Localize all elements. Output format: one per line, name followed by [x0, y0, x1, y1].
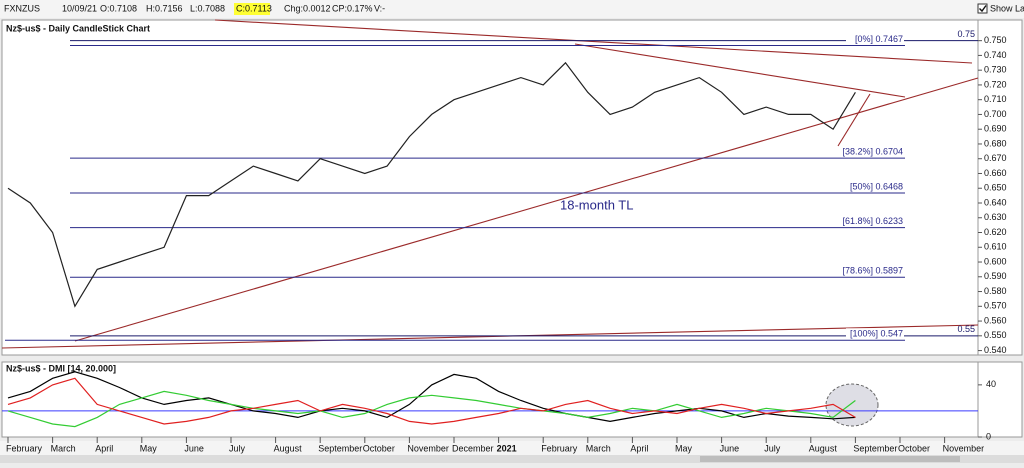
change-percent: CP:0.17% [332, 3, 373, 13]
trendlines [1, 19, 979, 349]
resistance-line [214, 19, 973, 64]
y-tick-label: 0 [986, 431, 991, 441]
price-panel [1, 19, 979, 356]
y-tick-label: 0.670 [984, 153, 1007, 163]
y-tick-label: 0.580 [984, 286, 1007, 296]
fib-label-bg [846, 215, 904, 226]
x-tick-label: May [140, 443, 158, 453]
dmi-axis [977, 361, 1023, 438]
trend-line [74, 77, 979, 342]
x-tick-label: June [184, 443, 204, 453]
symbol: FXNZUS [4, 3, 40, 13]
close-highlight [234, 3, 270, 15]
fib-label: [61.8%] 0.6233 [842, 216, 903, 226]
dmi-line [7, 390, 856, 428]
x-tick-label: July [764, 443, 781, 453]
y-tick-label: 0.600 [984, 256, 1007, 266]
open: O:0.7108 [100, 3, 137, 13]
x-tick-label: November [943, 443, 985, 453]
x-tick-label: April [95, 443, 113, 453]
dmi-line [7, 377, 856, 425]
y-tick-label: 0.540 [984, 345, 1007, 355]
y-tick-label: 0.590 [984, 271, 1007, 281]
y-tick-label: 0.560 [984, 315, 1007, 325]
price-axis [977, 19, 1023, 356]
x-tick-label: May [675, 443, 693, 453]
y-tick-label: 0.730 [984, 65, 1007, 75]
x-tick-label: August [809, 443, 838, 453]
x-tick-label: September [318, 443, 362, 453]
y-tick-label: 0.680 [984, 138, 1007, 148]
trendline-label: 18-month TL [560, 197, 633, 212]
fib-label: [100%] 0.547 [850, 329, 903, 339]
y-tick-label: 0.620 [984, 227, 1007, 237]
y-tick-label: 0.610 [984, 242, 1007, 252]
resistance-line [574, 43, 906, 98]
price-title: Nz$-us$ - Daily CandleStick Chart [6, 23, 150, 33]
time-axis [0, 441, 1024, 455]
x-tick-label: October [363, 443, 395, 453]
y-tick-label: 0.690 [984, 124, 1007, 134]
price-line [7, 61, 856, 308]
check-mark [979, 5, 987, 13]
y-tick-label: 0.750 [984, 35, 1007, 45]
y-tick-label: 40 [986, 379, 996, 389]
fib-label: [78.6%] 0.5897 [842, 266, 903, 276]
show-last[interactable]: Show Last [990, 3, 1024, 13]
dmi-line [7, 371, 856, 423]
highlight-ellipse [825, 383, 879, 427]
level-label: 0.55 [957, 324, 975, 334]
fib-label: [0%] 0.7467 [855, 34, 903, 44]
y-tick-label: 0.710 [984, 94, 1007, 104]
x-tick-label: November [407, 443, 449, 453]
scrollbar[interactable] [0, 455, 1024, 463]
x-tick-label: April [630, 443, 648, 453]
x-tick-label: March [586, 443, 611, 453]
change: Chg:0.0012 [284, 3, 331, 13]
y-tick-label: 0.630 [984, 212, 1007, 222]
x-tick-label: 2021 [497, 443, 517, 453]
y-tick-label: 0.740 [984, 50, 1007, 60]
support-line [837, 93, 871, 147]
dmi-title: Nz$-us$ - DMI [14, 20.000] [6, 363, 116, 373]
checkbox[interactable] [977, 3, 988, 14]
fib-label-bg [846, 265, 904, 276]
level-label: 0.75 [957, 29, 975, 39]
x-tick-label: February [541, 443, 578, 453]
date: 10/09/21 [62, 3, 97, 13]
fib-label: [38.2%] 0.6704 [842, 147, 903, 157]
scroll-thumb[interactable] [700, 456, 960, 462]
fib-label-bg [846, 146, 904, 157]
base-line [1, 324, 979, 349]
x-tick-label: September [853, 443, 897, 453]
close: C:0.7113 [236, 3, 272, 13]
x-tick-label: June [720, 443, 740, 453]
x-tick-label: December [452, 443, 494, 453]
y-tick-label: 0.660 [984, 168, 1007, 178]
dmi-panel [1, 361, 979, 438]
fib-label: [50%] 0.6468 [850, 181, 903, 191]
y-tick-label: 0.650 [984, 183, 1007, 193]
fib-label-bg [846, 180, 904, 191]
volume: V:- [374, 3, 385, 13]
x-tick-label: August [274, 443, 303, 453]
low: L:0.7088 [190, 3, 225, 13]
y-tick-label: 0.700 [984, 109, 1007, 119]
x-tick-label: March [51, 443, 76, 453]
y-tick-label: 0.550 [984, 330, 1007, 340]
y-tick-label: 0.570 [984, 301, 1007, 311]
y-tick-label: 0.640 [984, 197, 1007, 207]
fib-label-bg [846, 33, 904, 44]
fib-label-bg [846, 328, 904, 339]
high: H:0.7156 [146, 3, 183, 13]
x-tick-label: February [6, 443, 43, 453]
x-tick-label: July [229, 443, 246, 453]
x-tick-label: October [898, 443, 930, 453]
y-tick-label: 0.720 [984, 79, 1007, 89]
